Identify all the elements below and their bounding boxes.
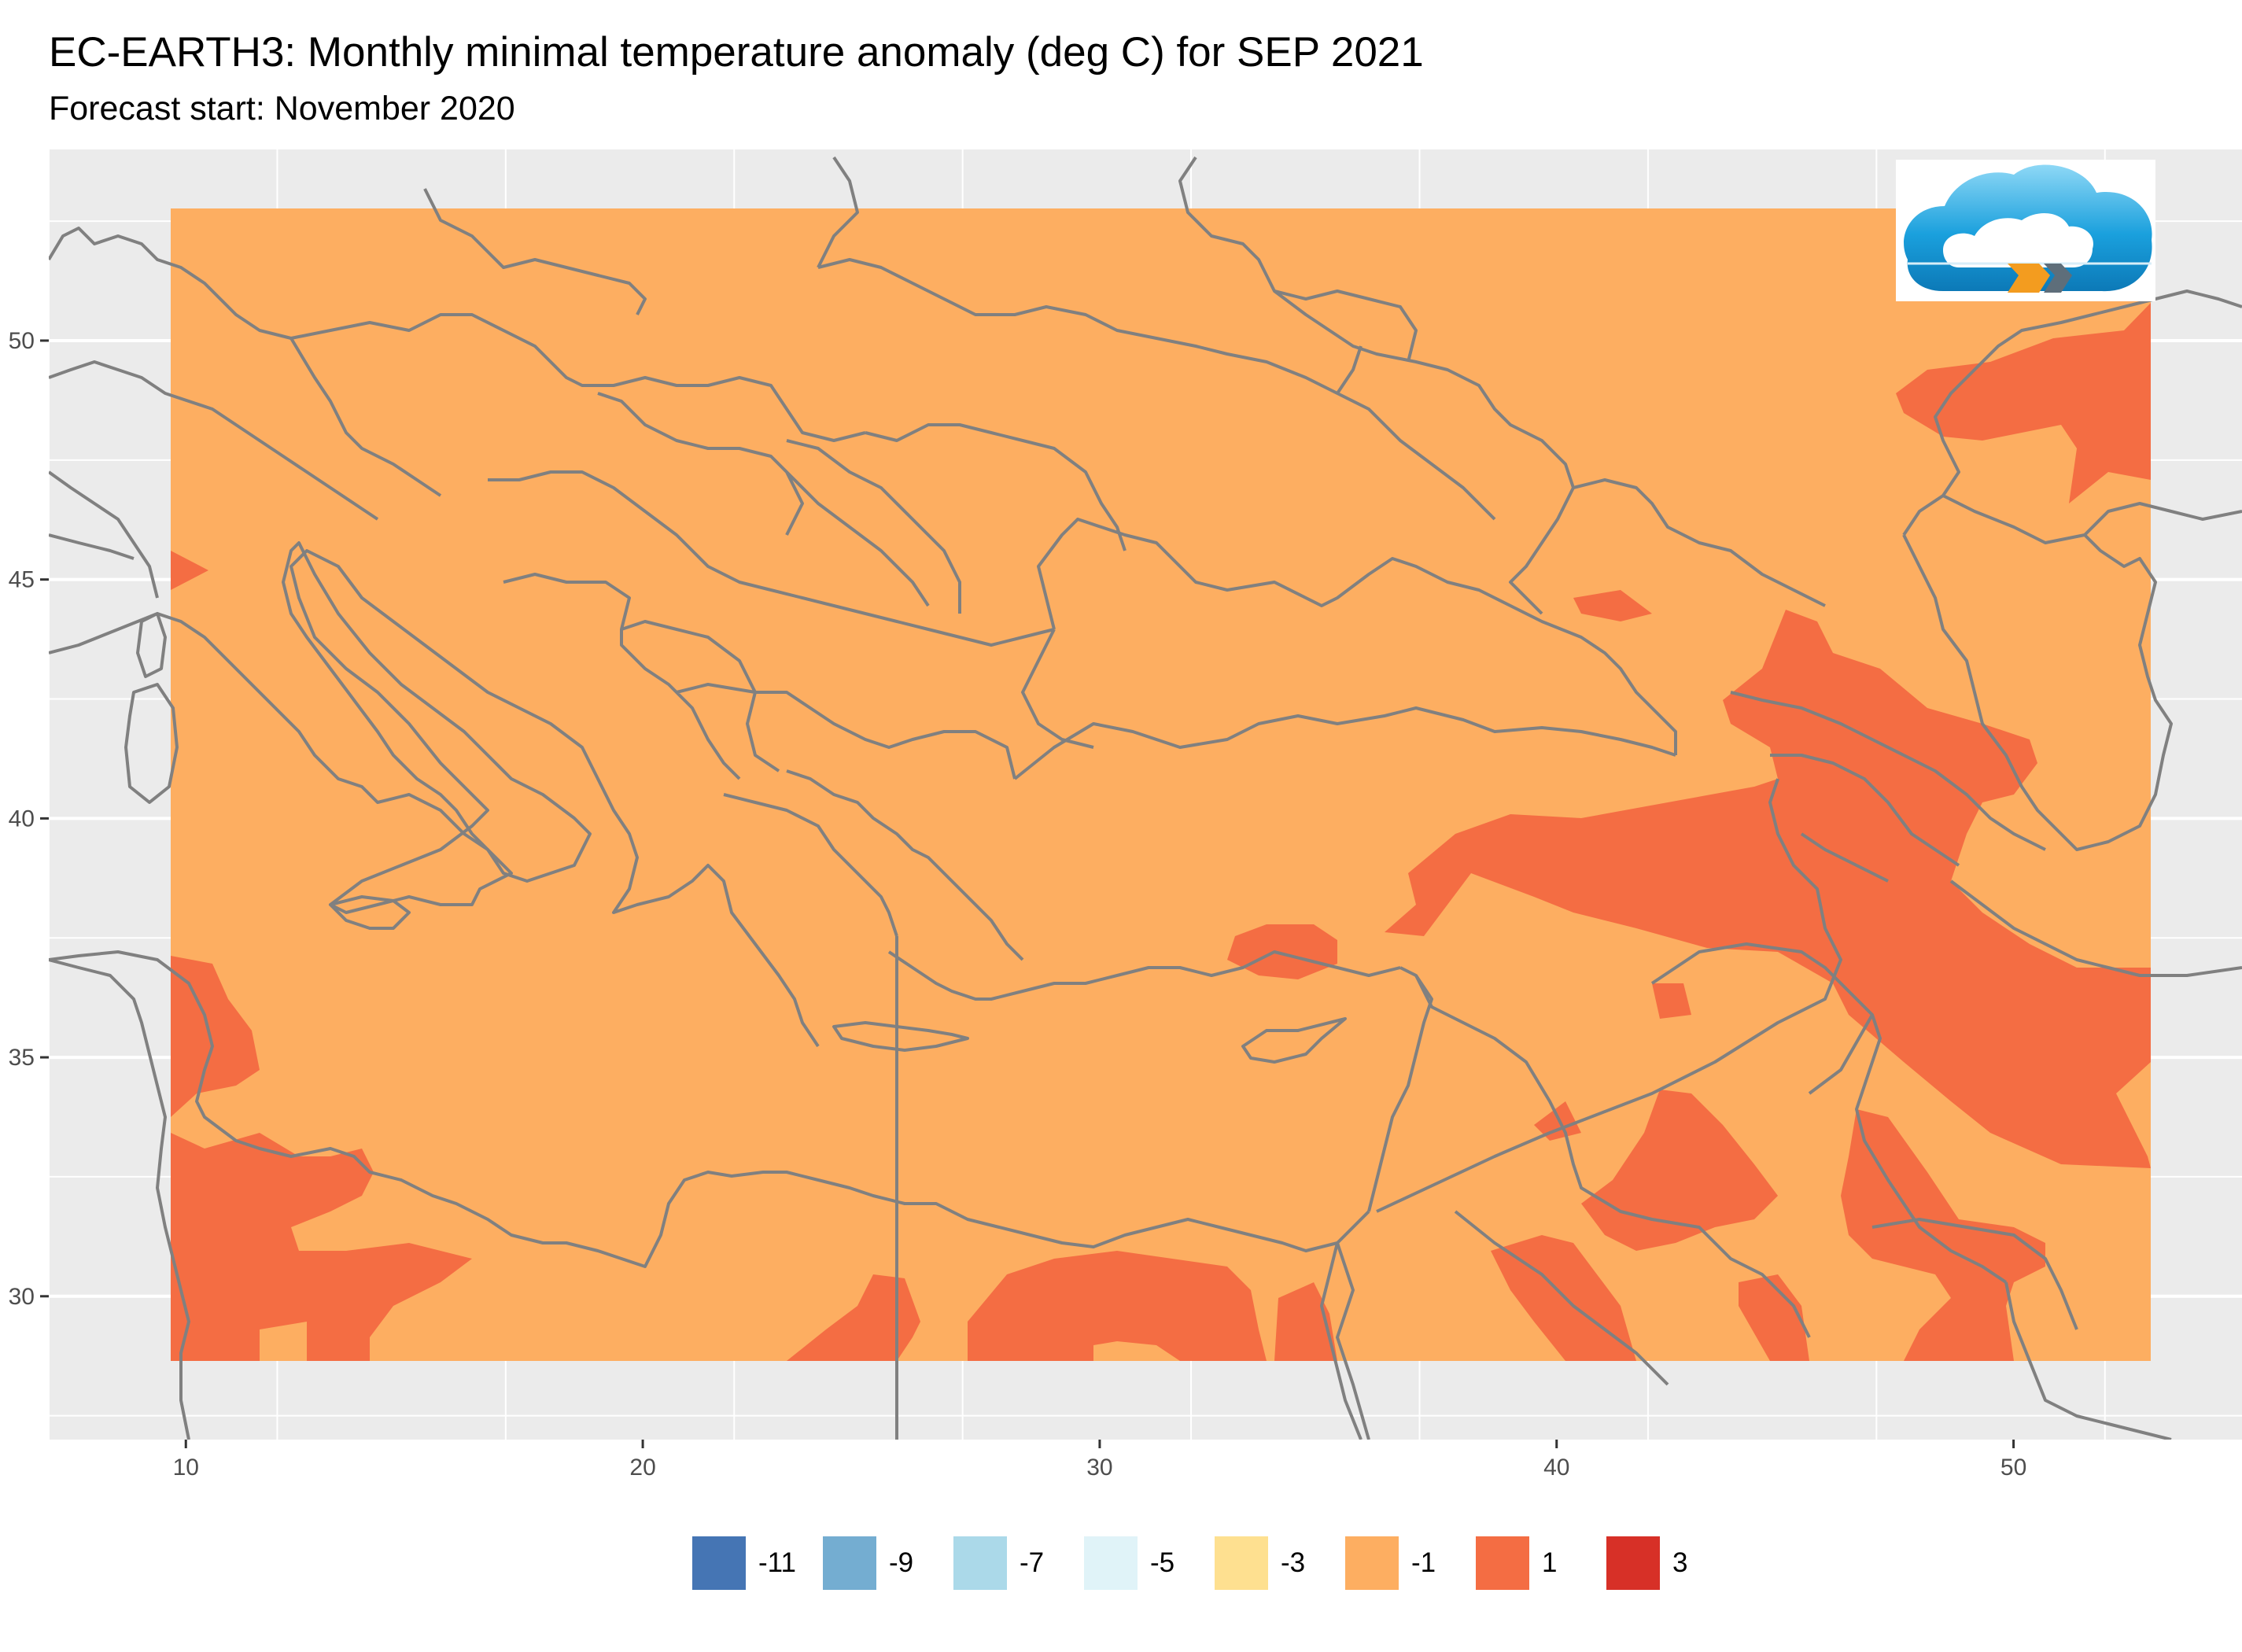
coastline-caspian xyxy=(1902,533,2173,851)
y-tick-label: 30 xyxy=(9,1284,35,1310)
border-east-caucasus xyxy=(1730,691,2242,977)
coastline-aegean xyxy=(723,769,1024,961)
anomaly-region-northern-saudi-arabia xyxy=(1491,1090,1809,1361)
x-tick-label: 10 xyxy=(173,1455,199,1481)
legend-item: 3 xyxy=(1606,1536,1718,1590)
legend-label: -9 xyxy=(889,1547,914,1578)
island-crete xyxy=(832,1021,969,1052)
chart-title: EC-EARTH3: Monthly minimal temperature a… xyxy=(49,29,1424,76)
coastline-italy xyxy=(282,541,592,883)
coastline-levant xyxy=(1367,966,1433,1212)
island-corsica xyxy=(136,612,167,678)
anomaly-region-western-egypt xyxy=(787,1251,1337,1361)
legend-color-key xyxy=(1606,1536,1660,1590)
island-cyprus xyxy=(1241,1017,1347,1064)
axis-tick-labels: 10 20 30 40 50 30 35 40 45 50 xyxy=(9,328,2027,1481)
y-tick-label: 40 xyxy=(9,806,35,832)
legend-item: -1 xyxy=(1345,1536,1457,1590)
island-sardinia xyxy=(124,683,179,804)
legend: -11 -9 -7 -5 -3 -1 1 3 xyxy=(692,1536,1737,1590)
axis-ticks xyxy=(40,339,2015,1448)
coastline-mediterranean-north xyxy=(49,549,820,1048)
legend-label: -7 xyxy=(1020,1547,1045,1578)
coastline-africa-north xyxy=(49,950,1370,1268)
legend-item: -9 xyxy=(823,1536,935,1590)
legend-color-key xyxy=(1084,1536,1138,1590)
coastlines-and-borders xyxy=(49,156,2242,1440)
legend-item: -3 xyxy=(1215,1536,1326,1590)
legend-color-key xyxy=(1345,1536,1399,1590)
border-balkans-central-europe xyxy=(289,188,1127,780)
coastline-turkey-south xyxy=(887,950,1401,1001)
cloud-logo-icon xyxy=(1904,164,2152,293)
legend-label: -1 xyxy=(1411,1547,1436,1578)
legend-item: -7 xyxy=(953,1536,1065,1590)
x-tick-label: 40 xyxy=(1543,1455,1569,1481)
y-tick-label: 45 xyxy=(9,567,35,593)
legend-color-key xyxy=(1215,1536,1268,1590)
border-country-lines xyxy=(895,778,2078,1440)
anomaly-region-southern-iraq-kuwait xyxy=(1573,590,2045,1361)
anomaly-region-east-anatolia-caucasus-iran xyxy=(1385,610,2151,1168)
anomaly-region-tunisia-libya xyxy=(171,956,472,1361)
legend-color-key xyxy=(953,1536,1007,1590)
legend-color-key xyxy=(692,1536,746,1590)
border-west-europe xyxy=(49,227,379,599)
legend-label: -5 xyxy=(1150,1547,1175,1578)
border-russia-kazakhstan xyxy=(1902,289,2242,544)
x-tick-label: 50 xyxy=(2000,1455,2026,1481)
legend-item: -5 xyxy=(1084,1536,1196,1590)
y-tick-label: 50 xyxy=(9,328,35,354)
legend-label: -3 xyxy=(1281,1547,1306,1578)
legend-color-key xyxy=(1476,1536,1529,1590)
legend-color-key xyxy=(823,1536,876,1590)
anomaly-fill-layer xyxy=(171,208,2151,1361)
legend-label: 1 xyxy=(1542,1547,1558,1578)
border-ukraine-russia xyxy=(817,156,1826,615)
island-sicily xyxy=(329,895,411,930)
border-africa-south-lines xyxy=(49,958,2172,1440)
x-tick-label: 30 xyxy=(1086,1455,1112,1481)
legend-item: 1 xyxy=(1476,1536,1587,1590)
anomaly-region-lower-volga xyxy=(1896,303,2151,503)
x-tick-label: 20 xyxy=(629,1455,655,1481)
anomaly-region-southern-turkey xyxy=(1227,924,1337,979)
legend-item: -11 xyxy=(692,1536,804,1590)
legend-label: 3 xyxy=(1672,1547,1688,1578)
chart-subtitle: Forecast start: November 2020 xyxy=(49,90,515,127)
legend-label: -11 xyxy=(758,1547,796,1578)
y-tick-label: 35 xyxy=(9,1045,35,1071)
anomaly-region-west-edge xyxy=(171,551,208,590)
coastline-black-sea xyxy=(1021,518,1677,755)
logo xyxy=(1896,160,2155,301)
coastline-turkey-north xyxy=(1013,706,1676,780)
